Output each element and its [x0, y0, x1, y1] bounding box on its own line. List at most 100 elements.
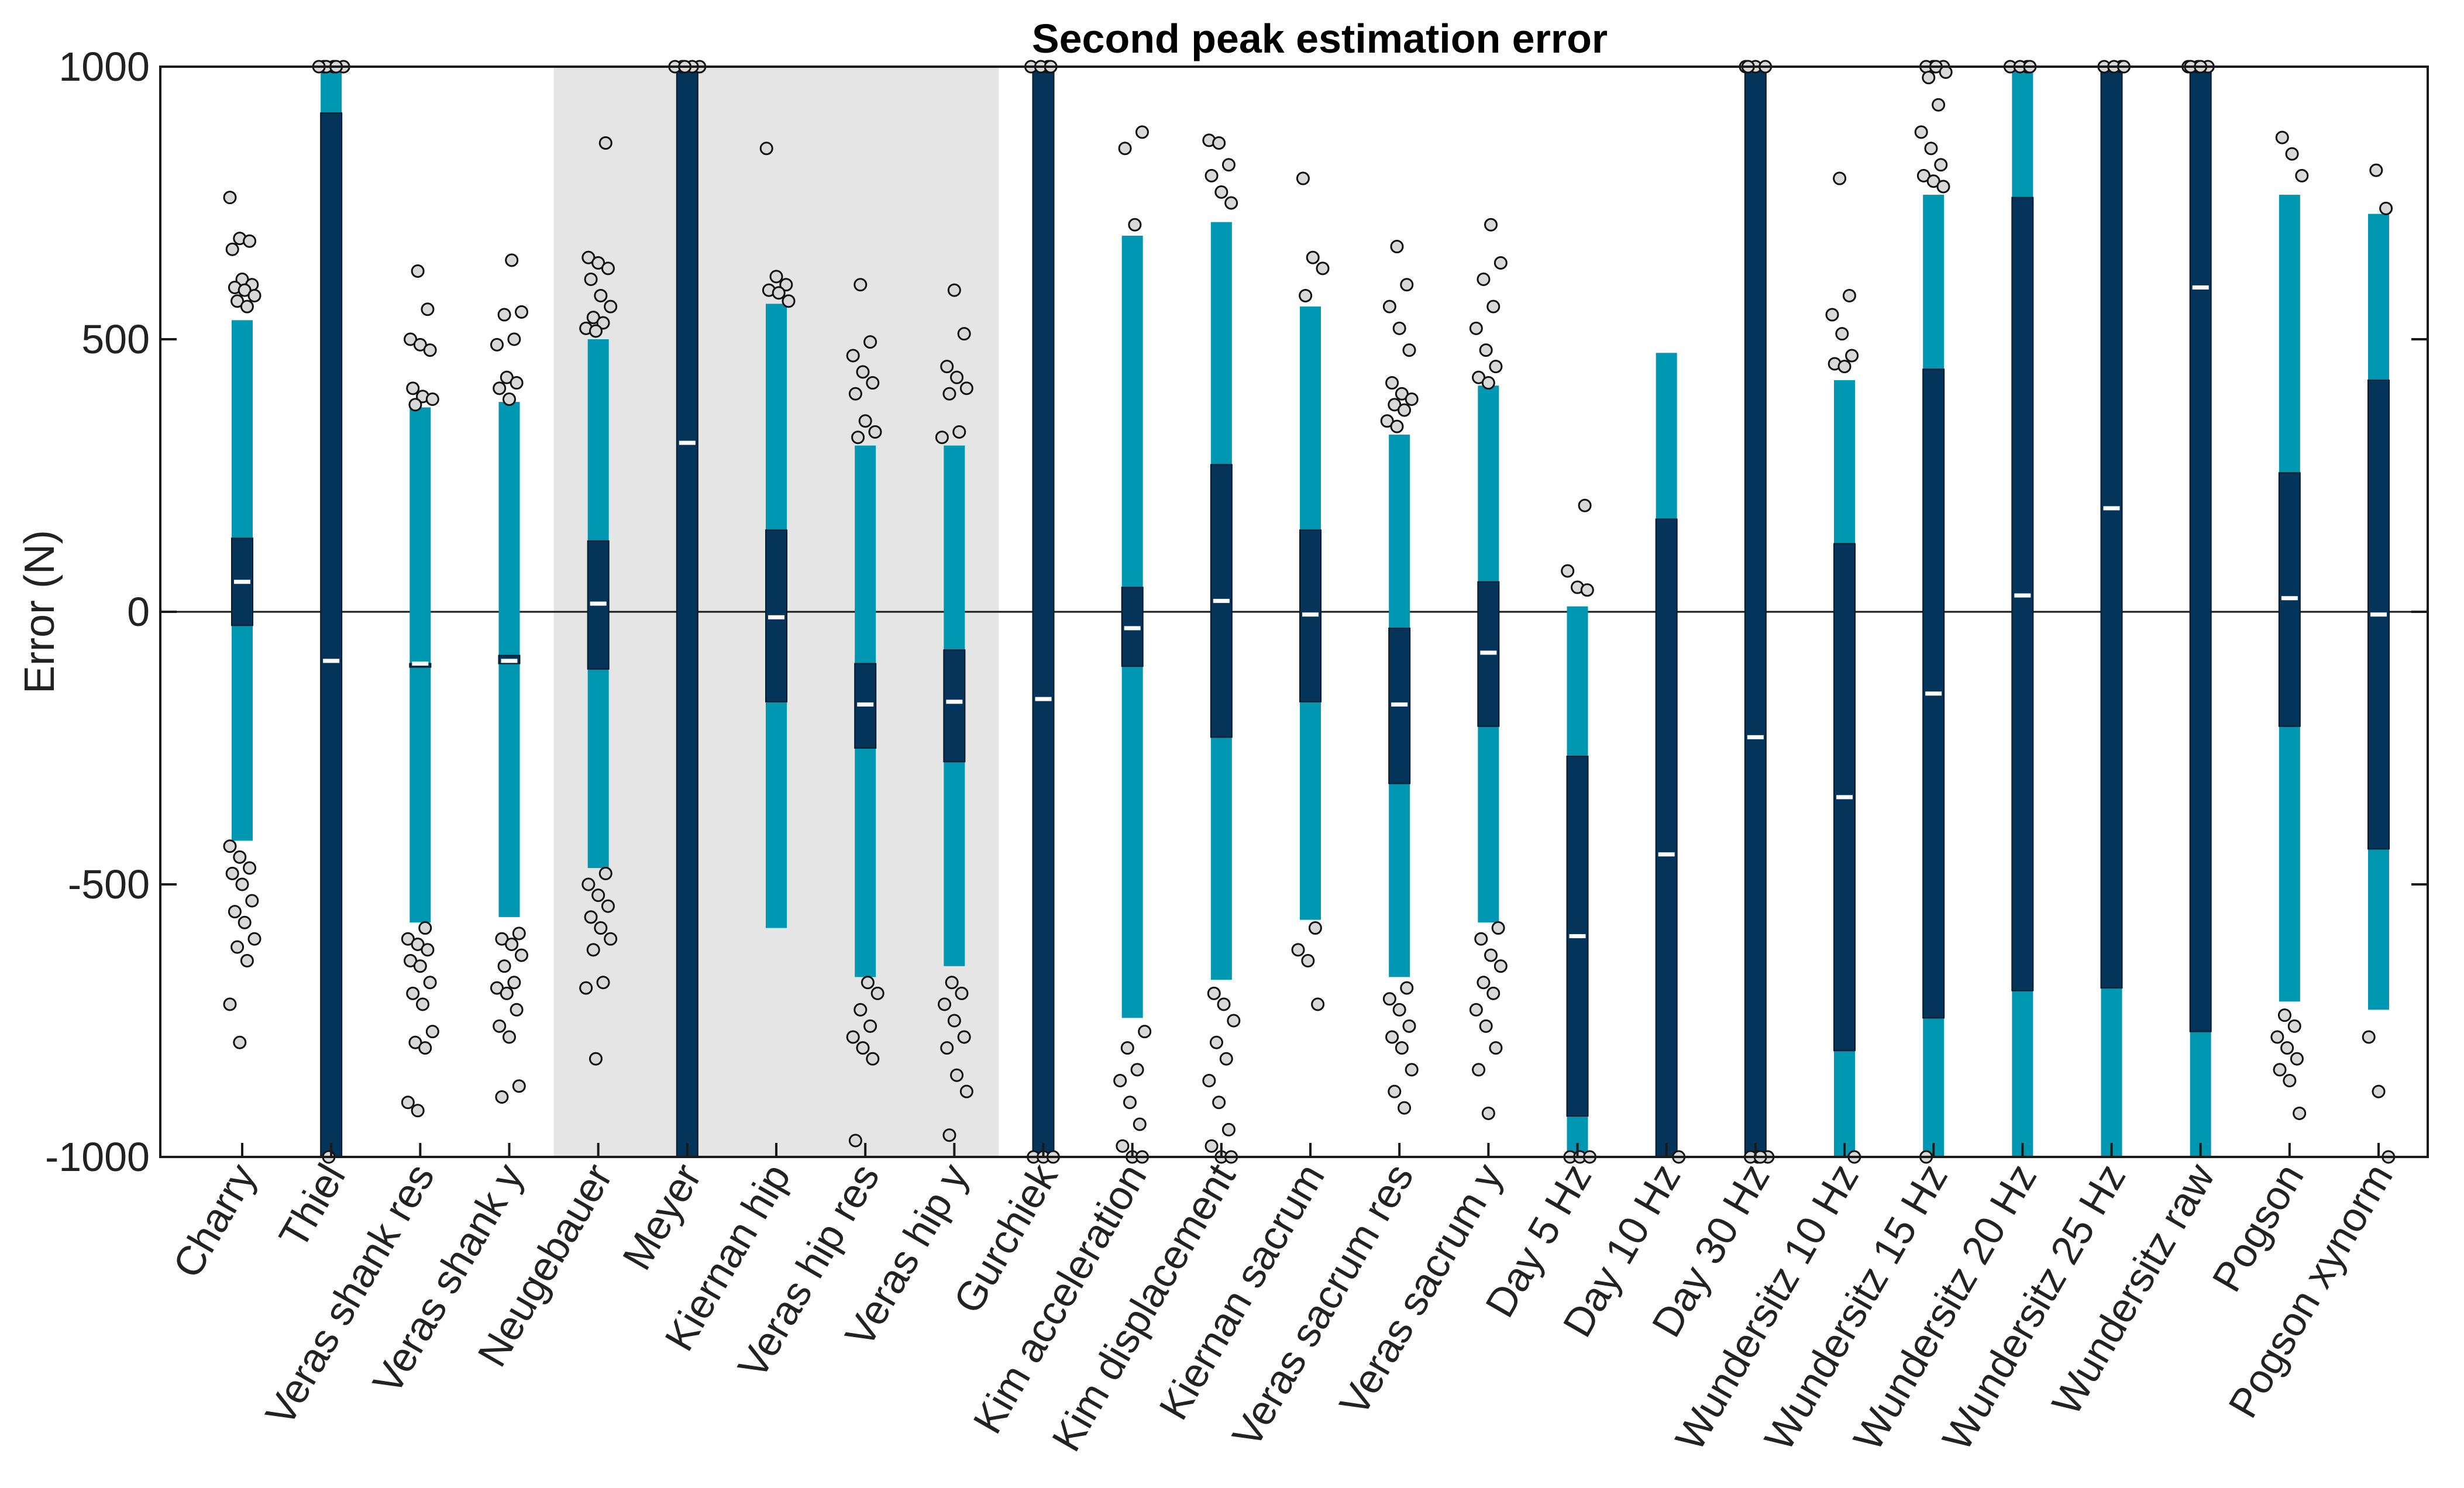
box-group-day-5-hz: [1566, 606, 1589, 1157]
outlier-point: [1296, 171, 1310, 185]
outlier-point: [1209, 1035, 1223, 1049]
box-group-pogson: [2278, 195, 2301, 1002]
outlier-point: [233, 850, 247, 864]
outlier-point: [493, 381, 507, 395]
outlier-point: [584, 272, 598, 286]
outlier-point: [1486, 299, 1501, 314]
outlier-point: [589, 324, 603, 338]
outlier-point: [235, 877, 249, 891]
outlier-point: [490, 337, 504, 352]
outlier-point: [584, 910, 598, 924]
outlier-point: [1388, 398, 1402, 412]
outlier-point: [423, 343, 437, 357]
box-group-veras-sacrum-res: [1388, 435, 1411, 977]
outlier-point: [1472, 1063, 1486, 1077]
outlier-point: [497, 308, 511, 322]
outlier-point: [870, 986, 885, 1000]
median-mark: [2281, 596, 2298, 601]
outlier-point: [1224, 196, 1238, 210]
outlier-point: [1398, 1101, 1412, 1115]
outlier-point: [942, 1128, 956, 1142]
outlier-point: [230, 940, 245, 954]
outlier-point: [1934, 158, 1948, 172]
outlier-point: [596, 976, 610, 990]
y-tick-label: 500: [81, 316, 150, 362]
outlier-point: [1205, 168, 1219, 182]
outlier-point: [421, 943, 435, 957]
outlier-point: [586, 311, 600, 325]
outlier-point: [497, 959, 511, 973]
outlier-point: [1922, 71, 1936, 85]
outlier-point: [500, 986, 514, 1000]
outlier-point: [2362, 1030, 2376, 1044]
median-mark: [2370, 612, 2387, 617]
median-mark: [857, 702, 874, 707]
outlier-point: [759, 142, 773, 156]
outlier-point: [940, 360, 954, 374]
outlier-point: [1217, 997, 1231, 1011]
outlier-point: [418, 921, 432, 935]
box-group-day-30-hz: [1744, 66, 1767, 1158]
outlier-point: [418, 1041, 432, 1055]
outlier-point: [495, 1090, 509, 1104]
outlier-point: [1479, 343, 1493, 357]
outlier-point: [505, 938, 519, 952]
outlier-point: [779, 278, 793, 292]
y-ticks: -1000 -500 0 500 1000: [45, 44, 2428, 1180]
outlier-point: [1301, 953, 1315, 967]
box-group-charry: [231, 320, 253, 841]
outlier-point: [1402, 1019, 1416, 1033]
box-group-day-10-hz: [1655, 353, 1678, 1158]
y-tick-label: 1000: [58, 44, 150, 89]
outlier-point: [1835, 327, 1849, 341]
outlier-point: [2369, 163, 2383, 177]
outlier-point: [598, 866, 612, 880]
outlier-point: [243, 861, 257, 875]
box-group-wundersitz-15-hz: [1922, 195, 1945, 1157]
outlier-point: [416, 997, 430, 1011]
outlier-point: [1113, 1074, 1127, 1088]
outlier-point: [425, 392, 439, 407]
outlier-point: [1311, 997, 1325, 1011]
median-mark: [412, 662, 429, 666]
outlier-point: [493, 1019, 507, 1033]
outlier-point: [1924, 142, 1938, 156]
outlier-point: [505, 253, 519, 267]
outlier-point: [425, 1025, 439, 1039]
y-tick-label: -1000: [45, 1134, 150, 1180]
iqr-box: [2189, 66, 2212, 1032]
outlier-point: [228, 905, 242, 919]
median-mark: [1480, 650, 1497, 655]
outlier-point: [238, 915, 252, 929]
outlier-point: [1316, 261, 1330, 275]
median-mark: [1213, 598, 1230, 603]
outlier-point: [1926, 174, 1940, 188]
outlier-point: [233, 1035, 247, 1049]
outlier-point: [594, 921, 608, 935]
outlier-point: [596, 316, 610, 330]
outlier-point: [1227, 1014, 1241, 1028]
outlier-point: [952, 425, 966, 439]
outlier-point: [863, 1019, 877, 1033]
outlier-point: [223, 997, 237, 1011]
outlier-point: [950, 1068, 964, 1082]
outlier-point: [1221, 158, 1236, 172]
outlier-point: [601, 899, 615, 913]
outlier-point: [2283, 1074, 2297, 1088]
outlier-point: [1390, 419, 1404, 433]
outlier-point: [247, 288, 261, 302]
outlier-point: [1385, 1030, 1399, 1044]
outlier-point: [408, 398, 422, 412]
box-group-veras-hip-res: [854, 445, 877, 977]
outlier-point: [866, 376, 880, 390]
outlier-point: [581, 250, 596, 264]
outlier-point: [959, 381, 973, 395]
outlier-point: [243, 234, 257, 248]
outlier-point: [1299, 288, 1313, 302]
outlier-point: [1120, 1041, 1134, 1055]
outlier-point: [1400, 981, 1414, 995]
outlier-point: [503, 1030, 516, 1044]
outlier-point: [940, 1041, 954, 1055]
outlier-point: [2285, 147, 2299, 161]
outlier-point: [512, 1079, 526, 1093]
